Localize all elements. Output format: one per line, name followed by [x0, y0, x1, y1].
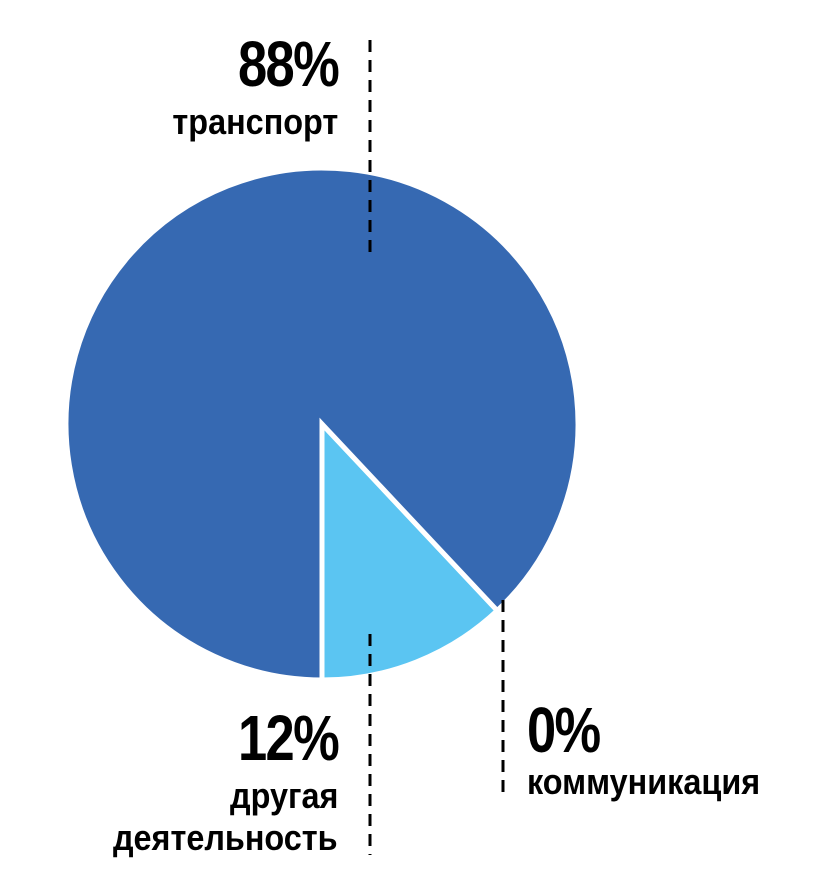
- other-name-label-line2: деятельность: [113, 817, 338, 858]
- other-percent-label: 12%: [237, 702, 340, 774]
- pie-slices: [63, 165, 581, 683]
- slice-transport: [63, 165, 581, 683]
- transport-name-label: транспорт: [172, 101, 338, 142]
- transport-percent-label: 88%: [237, 28, 340, 100]
- communication-percent-label: 0%: [527, 694, 601, 766]
- slice-other: [319, 417, 501, 683]
- communication-name-label: коммуникация: [527, 761, 761, 802]
- other-name-label-line1: другая: [229, 775, 338, 816]
